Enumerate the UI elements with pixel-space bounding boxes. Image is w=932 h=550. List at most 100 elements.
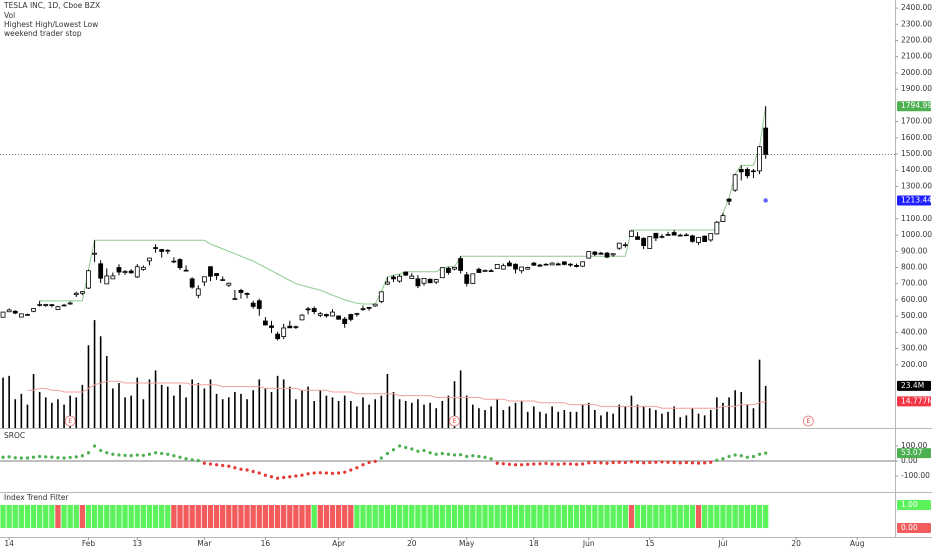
filter-bar (323, 504, 330, 529)
value-badge-label: 0.00 (901, 523, 918, 532)
sroc-dot (739, 454, 743, 458)
sroc-dot (318, 471, 322, 475)
indicator-label: Highest High/Lowest Low (4, 20, 98, 29)
sroc-dot (611, 460, 615, 465)
candle-body (281, 327, 287, 337)
candle-body (323, 314, 329, 317)
candle-body (250, 302, 256, 307)
sroc-dot (593, 460, 597, 465)
filter-bar (671, 504, 677, 529)
filter-bar (573, 504, 580, 529)
volume-bar (642, 406, 645, 428)
sroc-dot (257, 471, 261, 475)
sroc-dot (690, 461, 695, 465)
filter-bar (464, 504, 470, 529)
volume-bar (87, 345, 90, 428)
volume-bar (105, 356, 108, 428)
candle-body (744, 169, 750, 177)
volume-bar (661, 413, 663, 428)
candle-body (238, 289, 244, 293)
volume-bar (612, 413, 614, 428)
sroc-dot (678, 461, 682, 465)
sroc-dot (721, 457, 725, 461)
y-tick-label: 1600.00 (901, 133, 932, 142)
volume-bar (14, 399, 17, 428)
filter-bar (171, 504, 177, 529)
volume-bar (380, 395, 383, 428)
sroc-dot (19, 456, 23, 460)
volume-bar (496, 399, 499, 428)
candle-body (543, 263, 549, 266)
y-tick-label: 2300.00 (901, 19, 932, 28)
filter-bar (366, 504, 372, 529)
candle-body (12, 310, 18, 314)
candle-body (360, 308, 366, 310)
candle-body (256, 300, 262, 309)
filter-bar (244, 504, 250, 529)
sroc-dot (757, 452, 762, 456)
filter-bar (537, 504, 543, 529)
volume-bar (362, 397, 364, 428)
volume-bar (325, 395, 328, 428)
filter-bar (390, 504, 397, 529)
candle-body (714, 221, 720, 235)
filter-bar (98, 504, 104, 529)
volume-bar (551, 406, 553, 428)
candle-body (690, 235, 695, 242)
filter-bar (195, 504, 201, 529)
y-tick-label: 100.00 (901, 441, 927, 450)
filter-bar (67, 504, 73, 529)
filter-bar (238, 504, 244, 529)
x-tick-label: Jul (717, 539, 727, 548)
candle-body (494, 264, 500, 270)
sroc-dot (343, 470, 347, 474)
filter-bar (177, 504, 183, 529)
volume-bar (185, 397, 187, 428)
sroc-dot (452, 453, 457, 457)
y-tick-label: 200.00 (901, 360, 927, 369)
candle-body (208, 266, 213, 277)
volume-bar (51, 402, 53, 428)
volume-bar (581, 404, 584, 428)
candle-body (385, 281, 390, 285)
volume-bar (343, 395, 346, 428)
filter-bar (451, 504, 458, 529)
filter-bar (73, 504, 79, 529)
volume-bar (221, 399, 224, 428)
filter-bar (738, 504, 744, 529)
candle-body (427, 278, 433, 284)
y-tick-label: 1300.00 (901, 181, 932, 190)
volume-bar (557, 411, 560, 428)
candle-body (110, 275, 116, 280)
volume-bar (179, 384, 181, 428)
filter-bar (604, 504, 610, 529)
candle-body (641, 237, 647, 247)
filter-bar (226, 504, 232, 529)
filter-bar (586, 504, 592, 529)
filter-bar (61, 504, 67, 529)
volume-bar (44, 397, 47, 428)
candle-body (372, 303, 378, 307)
volume-bar (685, 415, 688, 428)
candle-body (659, 236, 665, 238)
filter-bar (159, 504, 165, 529)
candle-body (513, 263, 518, 270)
filter-bar (116, 504, 122, 529)
candle-body (128, 270, 134, 274)
sroc-dot (660, 460, 664, 464)
candle-body (677, 234, 683, 237)
sroc-dot (544, 461, 548, 466)
candle-body (98, 263, 104, 279)
sroc-dot (489, 457, 493, 461)
volume-ma-line (27, 380, 766, 409)
filter-bar (6, 504, 12, 529)
filter-bar (494, 504, 500, 529)
candle-body (147, 257, 152, 262)
sroc-dot (520, 463, 524, 467)
filter-bar (445, 504, 452, 529)
filter-bar (561, 504, 567, 529)
filter-bar (512, 504, 519, 529)
volume-bar (740, 392, 743, 428)
filter-bar (122, 504, 128, 529)
volume-bar (716, 397, 718, 428)
